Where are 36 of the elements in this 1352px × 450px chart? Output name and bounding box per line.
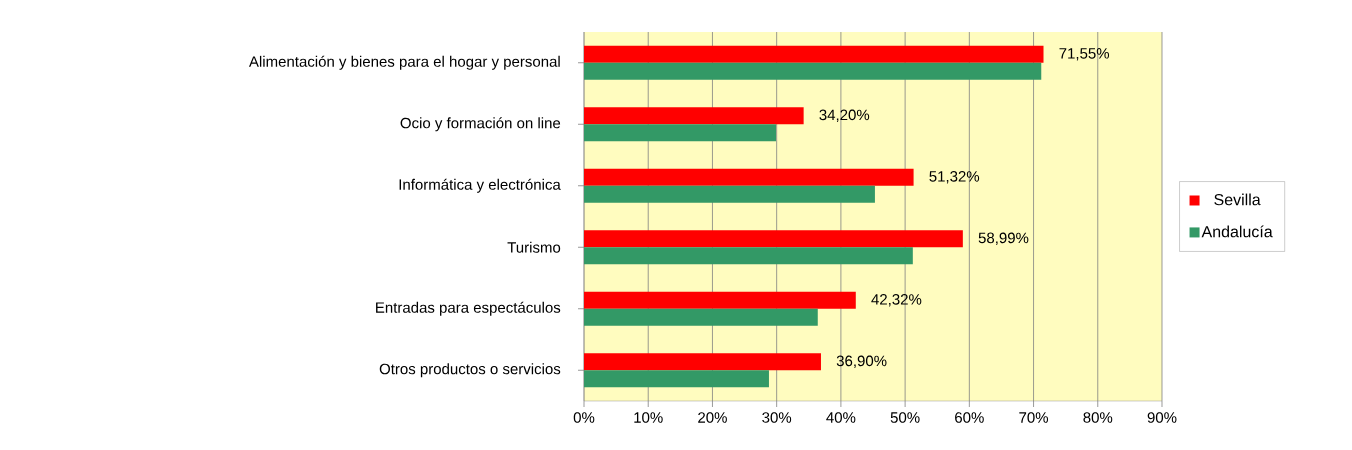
y-tick-label: Ocio y formación on line bbox=[400, 117, 561, 132]
bar bbox=[584, 370, 769, 388]
y-tick-label: Informática y electrónica bbox=[399, 178, 561, 193]
bar bbox=[584, 62, 1042, 80]
data-label: 71,55% bbox=[1059, 48, 1110, 61]
data-label: 42,32% bbox=[871, 294, 922, 307]
x-tick-label: 40% bbox=[826, 412, 856, 423]
data-label: 36,90% bbox=[836, 355, 887, 368]
y-tick-label: Alimentación y bienes para el hogar y personal bbox=[248, 55, 560, 70]
x-tick-label: 50% bbox=[890, 412, 920, 423]
bar bbox=[584, 230, 963, 248]
data-label: 34,20% bbox=[819, 109, 870, 122]
y-tick-label: Entradas para espectáculos bbox=[376, 301, 561, 316]
x-tick-label: 10% bbox=[634, 412, 663, 423]
bar bbox=[584, 308, 818, 326]
y-tick-label: Turismo bbox=[507, 241, 561, 253]
x-tick-label: 0% bbox=[573, 412, 595, 423]
bar bbox=[584, 291, 856, 309]
legend-label: Andalucía bbox=[1201, 225, 1273, 238]
legend-label: Sevilla bbox=[1214, 193, 1261, 206]
data-label: 58,99% bbox=[978, 232, 1029, 245]
x-tick-label: 20% bbox=[698, 412, 727, 423]
bar bbox=[584, 45, 1044, 63]
data-label: 51,32% bbox=[929, 171, 980, 184]
x-tick-label: 60% bbox=[955, 412, 984, 423]
x-tick-label: 90% bbox=[1147, 412, 1177, 423]
bar bbox=[584, 247, 913, 265]
bar bbox=[584, 124, 777, 142]
x-tick-label: 30% bbox=[762, 412, 792, 423]
x-tick-label: 70% bbox=[1019, 412, 1049, 423]
y-tick-label: Otros productos o servicios bbox=[379, 363, 561, 378]
bar bbox=[584, 185, 875, 203]
bar bbox=[584, 168, 914, 186]
x-tick-label: 80% bbox=[1083, 412, 1113, 423]
bar bbox=[584, 107, 804, 125]
bar bbox=[584, 353, 821, 371]
